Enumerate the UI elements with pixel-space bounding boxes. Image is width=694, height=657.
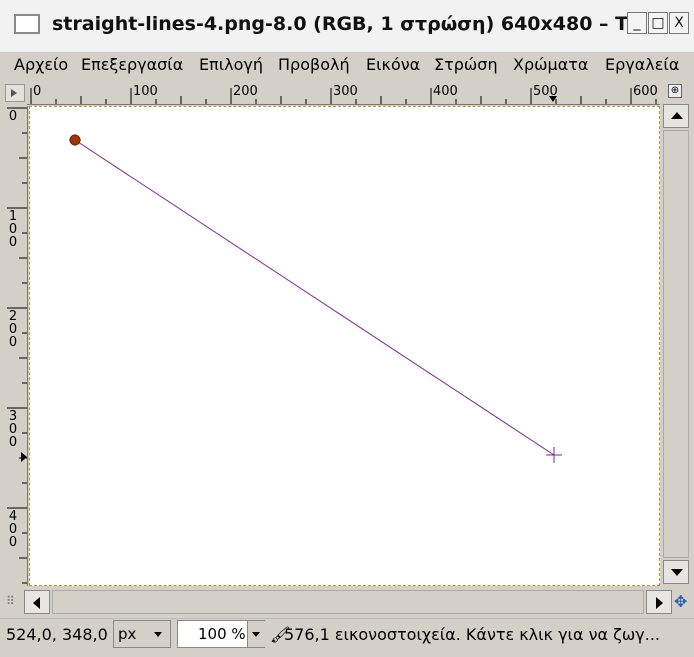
window-title: straight-lines-4.png-8.0 (RGB, 1 στρώση)… [52,13,647,35]
menu-view[interactable]: Προβολή [278,55,350,74]
arrow-right-icon [656,597,663,609]
chevron-down-icon [154,632,162,637]
ruler-label: 100 [8,209,18,250]
horizontal-scroll-thumb[interactable] [52,590,644,614]
ruler-ticks [7,107,27,584]
arrow-down-icon [671,569,683,576]
image-menu-button[interactable] [5,84,25,102]
scroll-down-button[interactable] [663,560,689,584]
scroll-up-button[interactable] [663,104,689,128]
crosshair-cursor-icon [546,447,562,463]
menu-file[interactable]: Αρχείο [14,55,69,74]
maximize-button[interactable]: □ [648,12,668,34]
pointer-marker-icon [549,96,557,102]
menu-bar: Αρχείο Επεξεργασία Επιλογή Προβολή Εικόν… [0,53,694,79]
app-icon[interactable] [14,14,40,34]
ruler-ticks [30,88,657,104]
status-message: 🖌576,1 εικονοστοιχεία. Κάντε κλικ για να… [270,625,660,644]
zoom-dropdown-button[interactable] [247,621,265,647]
ruler-label: 0 [8,109,18,124]
pointer-marker-icon [21,452,27,462]
zoom-value: 100 % [198,625,246,643]
menu-tools[interactable]: Εργαλεία [605,55,680,74]
ruler-label: 200 [233,84,258,99]
ruler-label: 300 [8,409,18,450]
unit-value: px [118,625,137,643]
minimize-button[interactable]: _ [627,12,647,34]
canvas-drawing [69,134,562,463]
vertical-ruler[interactable]: 0 100 200 300 400 [5,106,28,586]
menu-layer[interactable]: Στρώση [434,55,498,74]
pointer-coordinates: 524,0, 348,0 [6,625,108,644]
horizontal-ruler[interactable]: 0 100 200 300 400 500 600 [27,84,660,105]
ruler-label: 200 [8,309,18,350]
menu-edit[interactable]: Επεξεργασία [81,55,184,74]
straight-line [74,139,555,456]
scroll-left-button[interactable] [24,590,50,614]
zoom-image-icon[interactable]: ⊕ [668,84,682,98]
chevron-down-icon [252,632,260,637]
vertical-scroll-thumb[interactable] [663,130,689,558]
ruler-label: 300 [333,84,358,99]
ruler-label: 600 [633,84,658,99]
status-text: 576,1 εικονοστοιχεία. Κάντε κλικ για να … [284,625,660,644]
arrow-left-icon [33,597,40,609]
ruler-label: 100 [133,84,158,99]
unit-select[interactable]: px [113,620,171,648]
title-bar[interactable]: straight-lines-4.png-8.0 (RGB, 1 στρώση)… [0,0,694,53]
menu-select[interactable]: Επιλογή [199,55,264,74]
navigate-icon[interactable]: ✥ [674,592,688,611]
triangle-right-icon [11,89,17,97]
ruler-label: 400 [433,84,458,99]
ruler-label: 0 [33,84,42,99]
menu-image[interactable]: Εικόνα [366,55,421,74]
ruler-label: 500 [533,84,558,99]
close-button[interactable]: X [669,12,689,34]
ruler-label: 400 [8,509,18,550]
quick-mask-icon[interactable]: ⠿ [6,594,15,608]
arrow-up-icon [671,112,683,119]
menu-colors[interactable]: Χρώματα [513,55,589,74]
image-canvas[interactable] [29,106,660,586]
line-start-handle[interactable] [69,134,81,146]
scroll-right-button[interactable] [646,590,672,614]
brush-icon: 🖌 [270,625,291,644]
